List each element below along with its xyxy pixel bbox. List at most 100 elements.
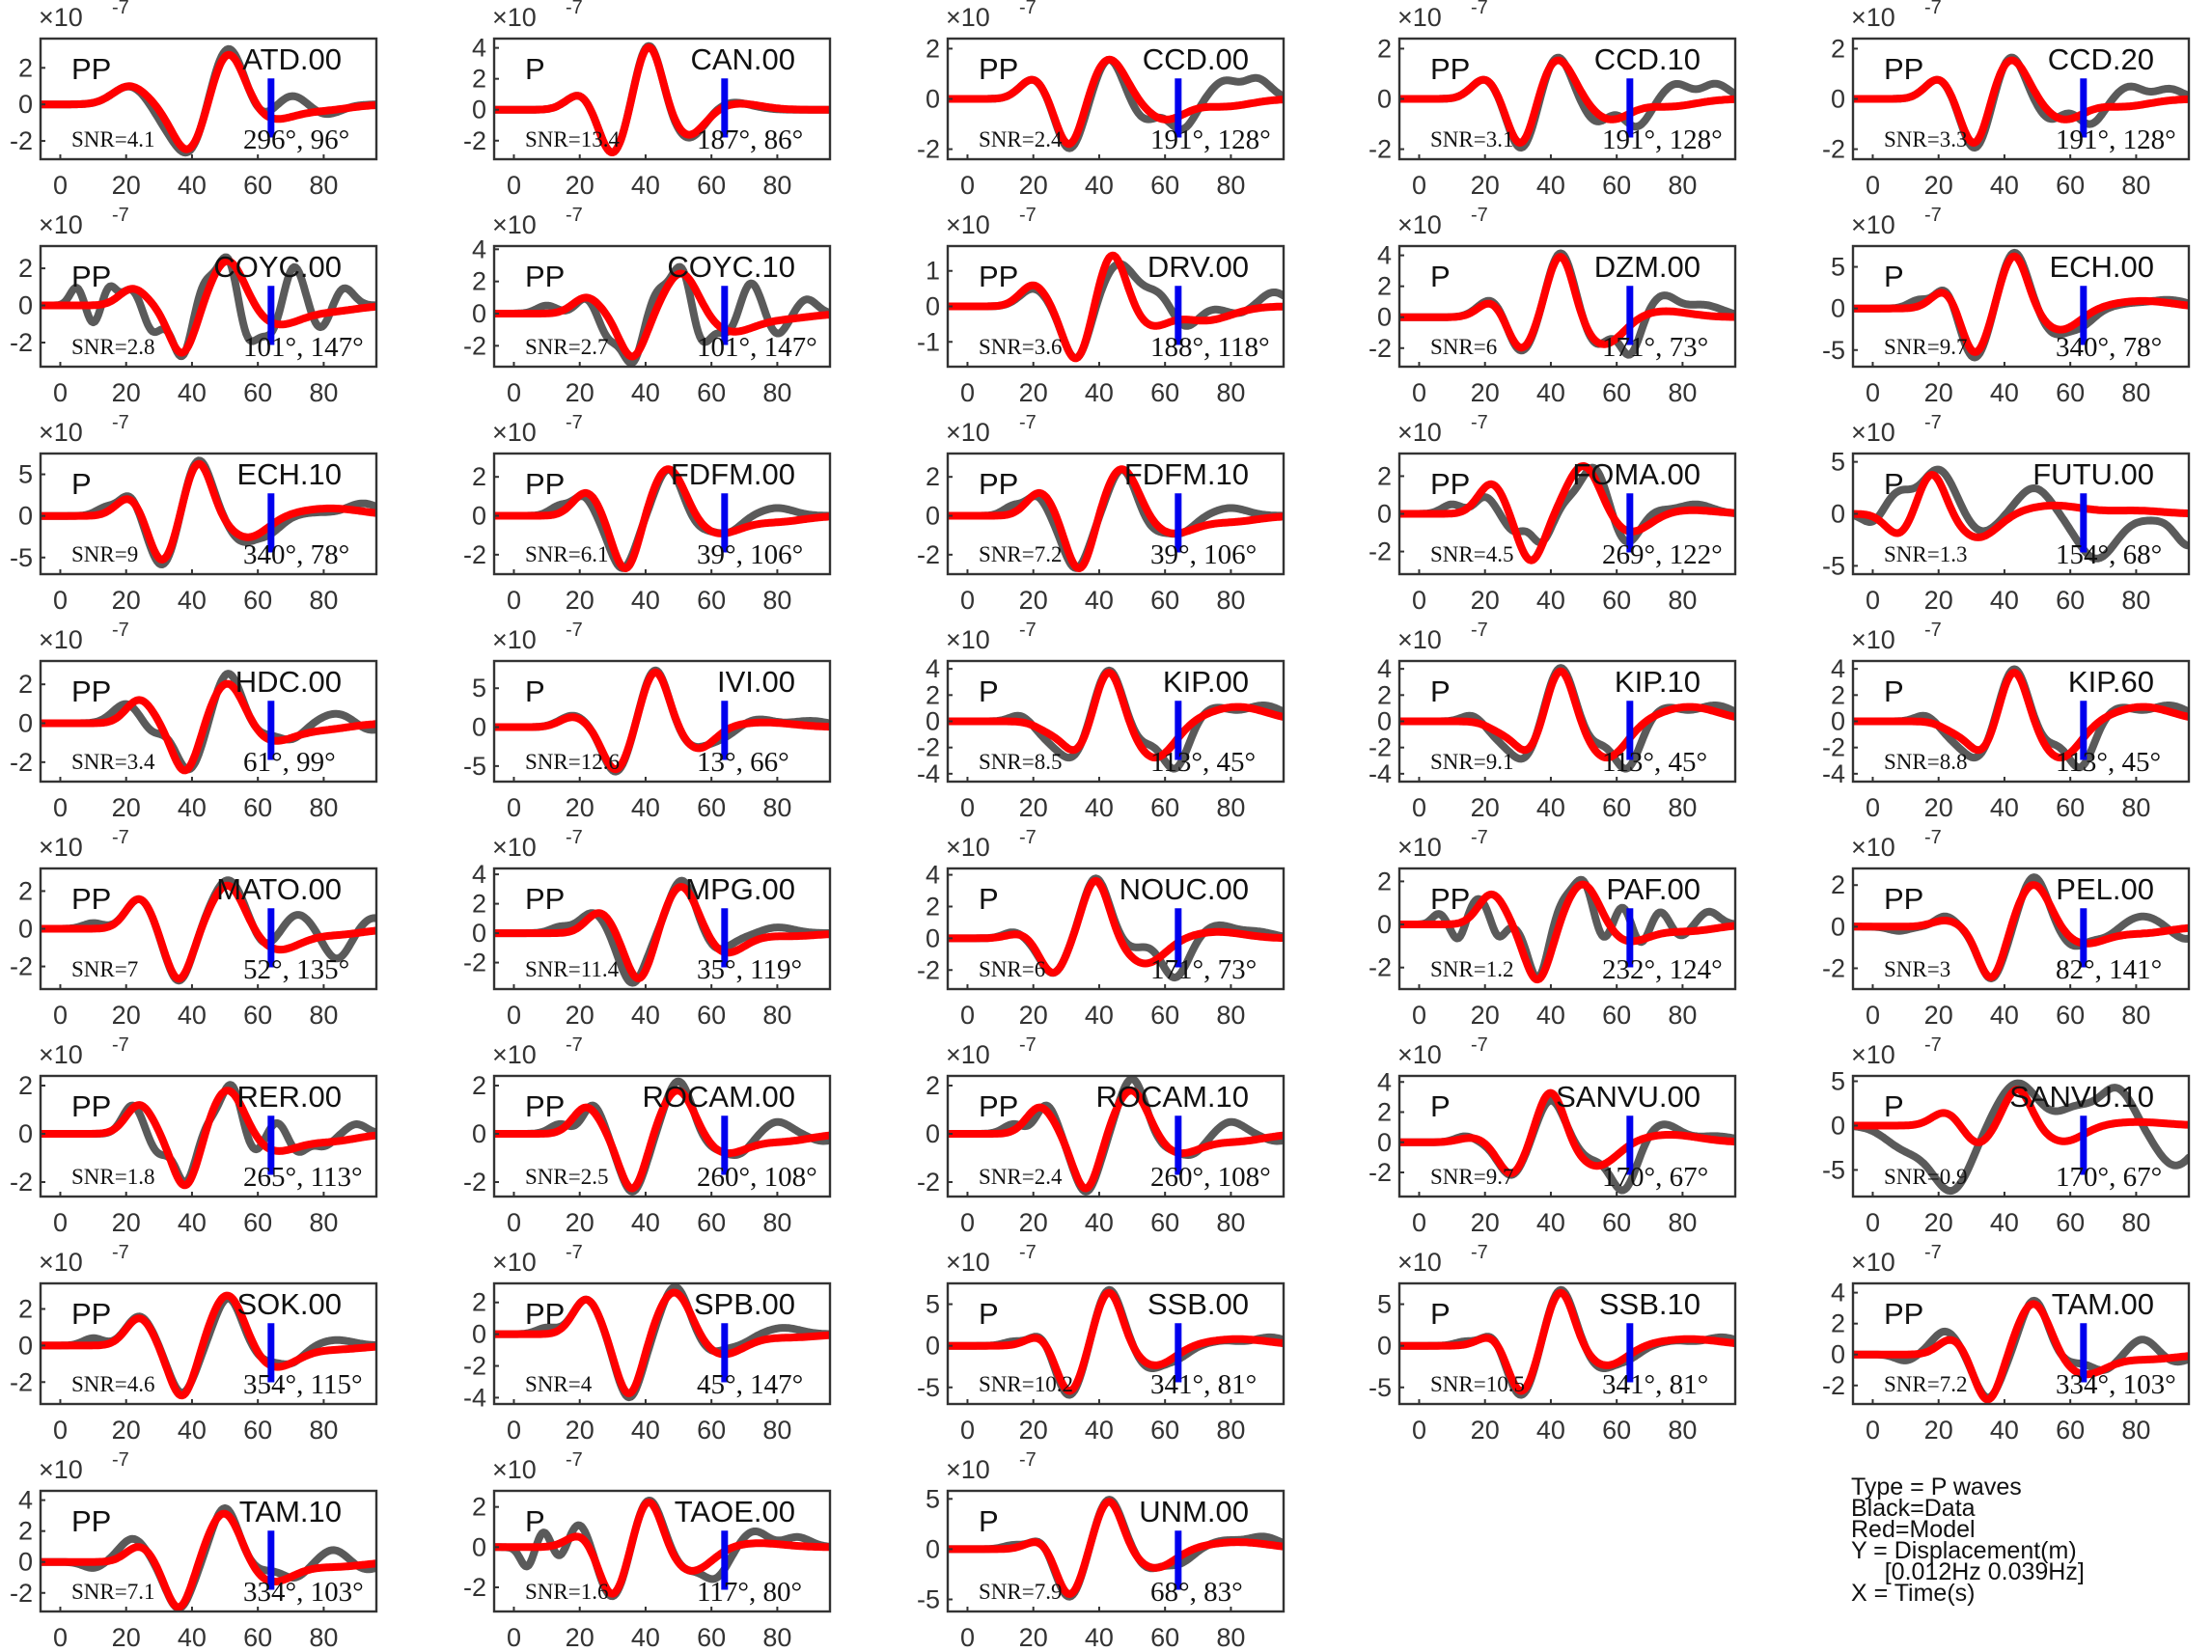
y-tick-label: 0 [1831, 1111, 1845, 1140]
y-tick-label: 0 [926, 85, 940, 114]
y-exponent-label: ×10 [946, 418, 990, 447]
y-tick-label: 5 [926, 1290, 940, 1319]
model-waveform [1399, 253, 1735, 352]
y-tick-label: 0 [472, 1532, 486, 1561]
x-tick-label: 0 [507, 171, 521, 200]
x-tick-label: 20 [1924, 586, 1953, 615]
panel-ccd-00: 0 20 40 60 80 -2 0 2×10 -7 PP CCD.00 SNR=2.4 191°, 1… [917, 0, 1286, 200]
axes-box [1397, 1074, 1737, 1198]
y-tick-label: -4 [917, 759, 940, 788]
x-tick-label: 80 [762, 378, 791, 407]
azimuth-takeoff-label: 101°, 147° [243, 332, 364, 363]
y-tick-label: 0 [18, 709, 33, 738]
y-tick-label: -5 [10, 543, 33, 572]
y-tick-label: 0 [1377, 303, 1392, 332]
snr-label: SNR=6.1 [525, 542, 608, 566]
axes-box [946, 1074, 1286, 1198]
station-label: CCD.10 [1594, 42, 1700, 76]
x-tick-label: 60 [2056, 171, 2085, 200]
x-tick-label: 0 [960, 1416, 975, 1445]
azimuth-takeoff-label: 39°, 106° [1150, 539, 1257, 570]
y-tick-label: 0 [1831, 1340, 1845, 1369]
y-tick-label: -4 [463, 1383, 486, 1412]
station-label: PAF.00 [1606, 872, 1700, 906]
model-waveform [1853, 252, 2189, 356]
snr-label: SNR=2.4 [979, 1165, 1063, 1189]
phase-label: PP [979, 52, 1018, 86]
y-exponent-power: -7 [1924, 1034, 1942, 1056]
x-tick-label: 0 [507, 1623, 521, 1652]
phase-label: P [979, 1297, 999, 1331]
x-tick-label: 40 [1990, 1001, 2019, 1030]
x-tick-label: 40 [631, 586, 660, 615]
x-tick-label: 60 [1602, 171, 1631, 200]
x-tick-label: 60 [697, 1208, 726, 1237]
azimuth-takeoff-label: 191°, 128° [1150, 124, 1271, 155]
data-waveform [494, 262, 830, 367]
y-tick-label: -2 [1369, 733, 1392, 762]
y-tick-label: -2 [463, 1573, 486, 1602]
phase-label: PP [525, 1297, 565, 1331]
y-exponent-power: -7 [1471, 205, 1488, 226]
y-tick-label: -2 [10, 748, 33, 777]
x-tick-label: 60 [697, 586, 726, 615]
x-tick-label: 80 [762, 1208, 791, 1237]
panel-hdc-00: 0 20 40 60 80 -2 0 2×10 -7 PP HDC.00 SNR=3.4 61°, 99… [10, 620, 378, 822]
station-label: ECH.10 [236, 457, 342, 491]
model-waveform [494, 465, 830, 572]
station-label: ROCAM.10 [1096, 1080, 1249, 1114]
x-tick-label: 80 [2121, 793, 2150, 822]
y-tick-label: 2 [472, 65, 486, 94]
station-label: FUTU.00 [2032, 457, 2154, 491]
x-tick-label: 20 [566, 793, 594, 822]
y-exponent-label: ×10 [1851, 1040, 1895, 1069]
y-tick-label: -2 [917, 135, 940, 164]
x-tick-label: 40 [1536, 171, 1565, 200]
y-tick-label: -2 [1822, 953, 1845, 982]
x-tick-label: 0 [507, 586, 521, 615]
y-exponent-power: -7 [1019, 1034, 1037, 1056]
y-tick-label: -2 [1822, 1371, 1845, 1400]
y-tick-label: 0 [1377, 707, 1392, 736]
snr-label: SNR=1.8 [71, 1165, 154, 1189]
x-tick-label: 60 [243, 378, 272, 407]
panel-paf-00: 0 20 40 60 80 -2 0 2×10 -7 PP PAF.00 SNR=1.2 232°, 1… [1369, 827, 1737, 1030]
x-tick-label: 80 [762, 1623, 791, 1652]
snr-label: SNR=10.5 [1430, 1372, 1525, 1396]
x-tick-label: 20 [112, 171, 141, 200]
legend-x-axis: X = Time(s) [1851, 1580, 1976, 1607]
snr-label: SNR=7.2 [979, 542, 1062, 566]
y-tick-label: 2 [1377, 680, 1392, 709]
station-label: MPG.00 [685, 872, 795, 906]
y-exponent-power: -7 [566, 620, 583, 641]
y-exponent-label: ×10 [39, 625, 83, 654]
y-tick-label: 5 [1377, 1290, 1392, 1319]
y-exponent-power: -7 [1019, 620, 1037, 641]
y-tick-label: 2 [18, 670, 33, 699]
azimuth-takeoff-label: 191°, 128° [2056, 124, 2176, 155]
x-tick-label: 60 [243, 1623, 272, 1652]
y-tick-label: 5 [18, 460, 33, 489]
y-tick-label: -2 [10, 1168, 33, 1197]
y-tick-label: 0 [1377, 1128, 1392, 1157]
station-label: MATO.00 [216, 872, 342, 906]
y-tick-label: 0 [1377, 85, 1392, 114]
axes-box [39, 1074, 378, 1198]
x-tick-label: 40 [178, 586, 207, 615]
y-exponent-power: -7 [112, 620, 129, 641]
x-tick-label: 80 [1668, 586, 1697, 615]
model-waveform [948, 669, 1284, 762]
snr-label: SNR=7.2 [1884, 1372, 1967, 1396]
x-tick-label: 20 [1019, 1208, 1048, 1237]
y-tick-label: 4 [472, 234, 486, 263]
y-tick-label: 0 [472, 502, 486, 531]
panel-futu-00: 0 20 40 60 80 -5 0 5×10 -7 P FUTU.00 SNR=1.3 154°, 6… [1822, 412, 2191, 615]
x-tick-label: 60 [2056, 1001, 2085, 1030]
azimuth-takeoff-label: 341°, 81° [1602, 1369, 1708, 1400]
x-tick-label: 20 [566, 1208, 594, 1237]
x-tick-label: 60 [1150, 1623, 1179, 1652]
y-exponent-power: -7 [1924, 827, 1942, 848]
x-tick-label: 0 [53, 793, 68, 822]
